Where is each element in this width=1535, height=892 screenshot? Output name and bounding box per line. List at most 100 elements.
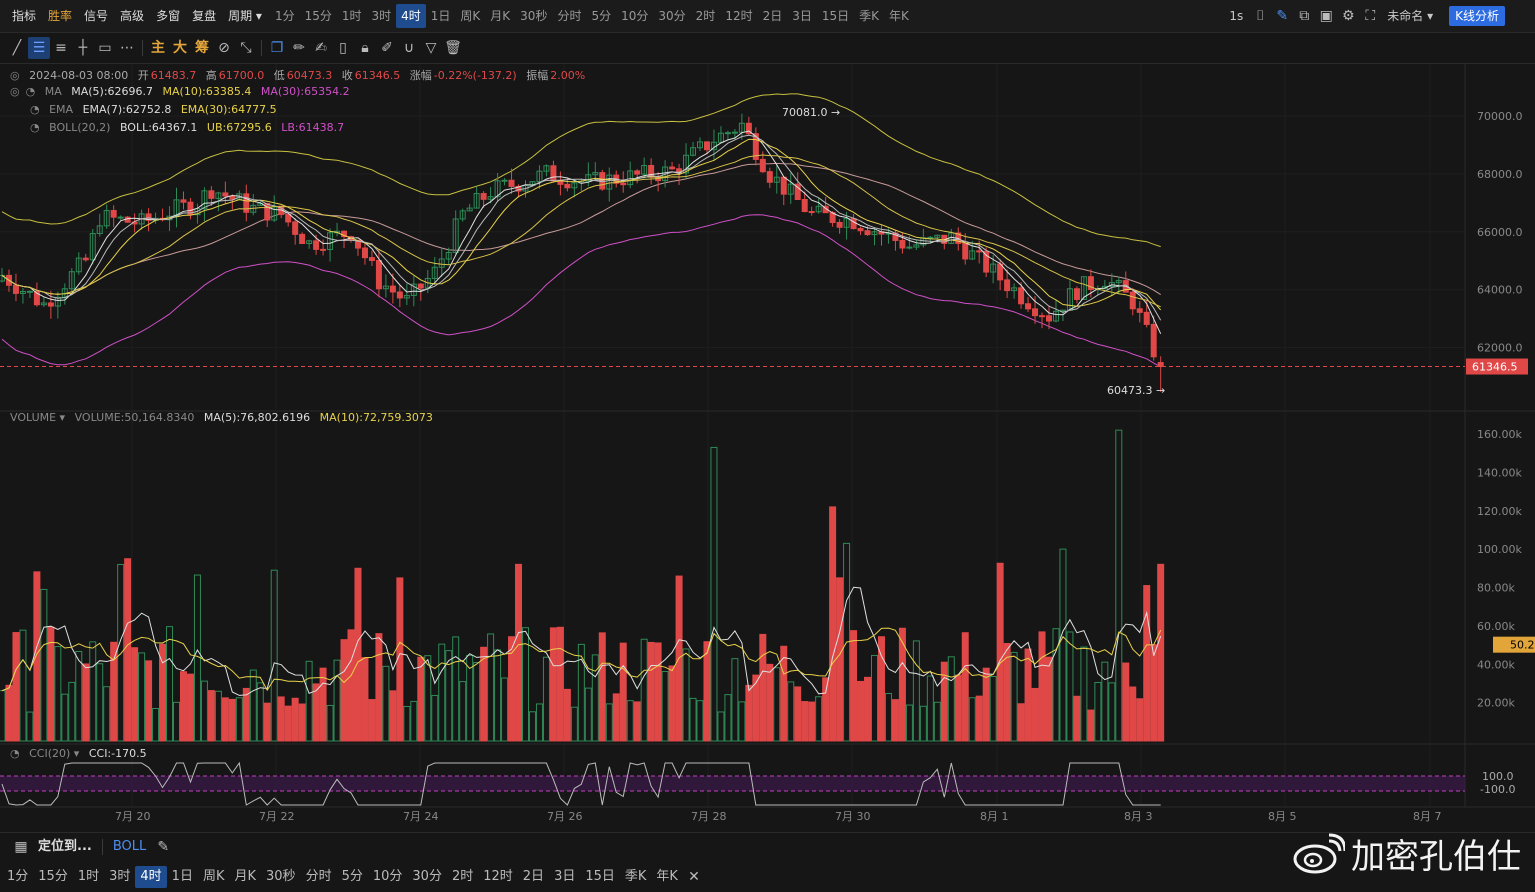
- interval-6[interactable]: 周K: [460, 9, 481, 23]
- speed-selector[interactable]: 1s: [1229, 9, 1244, 23]
- interval-4[interactable]: 4时: [396, 4, 426, 28]
- ema-legend[interactable]: ◔ EMA EMA(7):62752.8 EMA(30):64777.5: [30, 103, 277, 116]
- ma-legend[interactable]: ◎ ◔ MA MA(5):62696.7 MA(10):63385.4 MA(30…: [10, 85, 350, 98]
- bottom-interval-2[interactable]: 1时: [77, 868, 100, 884]
- interval-10[interactable]: 5分: [591, 9, 612, 23]
- candle-body: [403, 294, 410, 299]
- interval-14[interactable]: 12时: [725, 9, 753, 23]
- fullscreen-icon[interactable]: ⛶: [1365, 8, 1376, 24]
- edit-icon[interactable]: ✎: [157, 839, 170, 855]
- interval-2[interactable]: 1时: [341, 9, 362, 23]
- interval-8[interactable]: 30秒: [520, 9, 548, 23]
- big-label[interactable]: 大: [173, 40, 187, 56]
- bottom-interval-10[interactable]: 5分: [341, 868, 363, 884]
- volume-bar: [5, 684, 13, 742]
- candles-icon[interactable]: ▯: [339, 40, 347, 56]
- bottom-interval-17[interactable]: 15日: [585, 868, 615, 884]
- bottom-interval-18[interactable]: 季K: [624, 868, 647, 884]
- low-marker: 60473.3 →: [1107, 384, 1165, 397]
- bottom-interval-6[interactable]: 周K: [202, 868, 225, 884]
- top-item-2[interactable]: 信号: [84, 9, 109, 23]
- more-icon[interactable]: ⋯: [120, 40, 134, 56]
- boll-legend[interactable]: ◔ BOLL(20,2) BOLL:64367.1 UB:67295.6 LB:…: [30, 121, 345, 134]
- parallel-lines-icon[interactable]: ☰: [28, 37, 50, 59]
- settings-icon[interactable]: ⚙: [1342, 8, 1355, 24]
- interval-19[interactable]: 年K: [889, 9, 909, 23]
- popout-icon[interactable]: ⧉: [1299, 8, 1310, 24]
- interval-5[interactable]: 1日: [430, 9, 451, 23]
- close-icon[interactable]: ✕: [688, 868, 700, 885]
- calendar-icon[interactable]: ▦: [14, 839, 28, 855]
- interval-3[interactable]: 3时: [371, 9, 392, 23]
- top-item-0[interactable]: 指标: [12, 9, 37, 23]
- highlighter-icon[interactable]: ✍: [315, 40, 327, 56]
- kline-chart[interactable]: 100.0-100.0 70000.0 68000.0 66000.0 64000.0…: [0, 64, 1535, 832]
- candle-body: [264, 202, 271, 221]
- bottom-interval-13[interactable]: 2时: [451, 868, 474, 884]
- layout-name[interactable]: 未命名 ▾: [1387, 9, 1434, 23]
- bottom-interval-1[interactable]: 15分: [38, 868, 68, 884]
- interval-16[interactable]: 3日: [792, 9, 812, 23]
- brush-icon[interactable]: ✏: [293, 40, 305, 56]
- bottom-interval-0[interactable]: 1分: [7, 868, 29, 884]
- measure-icon[interactable]: ⤡: [240, 40, 252, 56]
- bottom-interval-16[interactable]: 3日: [554, 868, 576, 884]
- bottom-interval-11[interactable]: 10分: [372, 868, 403, 884]
- main-label[interactable]: 主: [151, 40, 165, 56]
- horizontal-ray-icon[interactable]: ┼: [78, 40, 88, 56]
- pen-icon[interactable]: ✎: [1276, 8, 1289, 24]
- bottom-interval-7[interactable]: 月K: [234, 868, 257, 884]
- fib-icon[interactable]: ⊘: [218, 40, 230, 56]
- interval-18[interactable]: 季K: [859, 9, 880, 23]
- magnet-icon[interactable]: ∪: [403, 40, 415, 56]
- bottom-interval-4[interactable]: 4时: [135, 865, 167, 888]
- grid: [0, 64, 1535, 808]
- bottom-interval-15[interactable]: 2日: [522, 868, 545, 884]
- volume-bar: [836, 577, 844, 742]
- lock-icon[interactable]: 🔒︎: [361, 40, 369, 56]
- bottom-interval-12[interactable]: 30分: [412, 868, 442, 884]
- top-item-5[interactable]: 复盘: [192, 9, 217, 23]
- top-item-3[interactable]: 高级: [120, 9, 145, 23]
- top-item-4[interactable]: 多窗: [156, 9, 181, 23]
- line-tool-icon[interactable]: ╱: [12, 40, 22, 56]
- candle-body: [54, 296, 61, 307]
- candle-body: [410, 283, 417, 296]
- indicator-tag[interactable]: BOLL: [112, 839, 147, 854]
- horizontal-lines-icon[interactable]: ≡: [55, 40, 67, 56]
- top-item-1[interactable]: 胜率: [48, 9, 73, 23]
- edit-icon[interactable]: ✐: [381, 40, 393, 56]
- bottom-interval-3[interactable]: 3时: [109, 868, 131, 884]
- bottom-interval-14[interactable]: 12时: [483, 868, 513, 884]
- copy-icon[interactable]: ❐: [270, 40, 284, 56]
- filter-icon[interactable]: ▽: [425, 40, 437, 56]
- top-item-6[interactable]: 周期 ▾: [228, 9, 262, 23]
- locate-button[interactable]: 定位到...: [38, 839, 92, 854]
- bottom-interval-8[interactable]: 30秒: [266, 868, 296, 884]
- bottom-interval-19[interactable]: 年K: [656, 868, 678, 884]
- interval-9[interactable]: 分时: [557, 9, 582, 23]
- chip-label[interactable]: 筹: [195, 40, 209, 56]
- interval-1[interactable]: 15分: [304, 9, 332, 23]
- interval-12[interactable]: 30分: [658, 9, 686, 23]
- interval-7[interactable]: 月K: [490, 9, 511, 23]
- rectangle-icon[interactable]: ▭: [98, 40, 112, 56]
- interval-17[interactable]: 15日: [821, 9, 850, 23]
- screen-icon[interactable]: ▣: [1319, 8, 1333, 24]
- bottom-interval-5[interactable]: 1日: [171, 868, 193, 884]
- interval-0[interactable]: 1分: [274, 9, 295, 23]
- volume-bar: [1136, 698, 1144, 742]
- interval-13[interactable]: 2时: [695, 9, 716, 23]
- volume-bar: [752, 674, 760, 742]
- volume-legend[interactable]: VOLUME ▾ VOLUME:50,164.8340 MA(5):76,802…: [10, 411, 433, 424]
- ohlc-legend: ◎ 2024-08-03 08:00 开 61483.7 高 61700.0 低 60…: [10, 69, 586, 82]
- bottom-interval-9[interactable]: 分时: [305, 868, 332, 884]
- cci-legend[interactable]: ◔ CCI(20) ▾ CCI:-170.5: [10, 747, 147, 760]
- trash-icon[interactable]: 🗑︎: [444, 40, 462, 56]
- interval-11[interactable]: 10分: [621, 9, 649, 23]
- interval-15[interactable]: 2日: [762, 9, 783, 23]
- candle-body: [299, 233, 306, 245]
- camera-icon[interactable]: ⌷: [1256, 8, 1265, 24]
- candle-body: [1101, 285, 1108, 290]
- kline-analysis-button[interactable]: K线分析: [1449, 6, 1505, 26]
